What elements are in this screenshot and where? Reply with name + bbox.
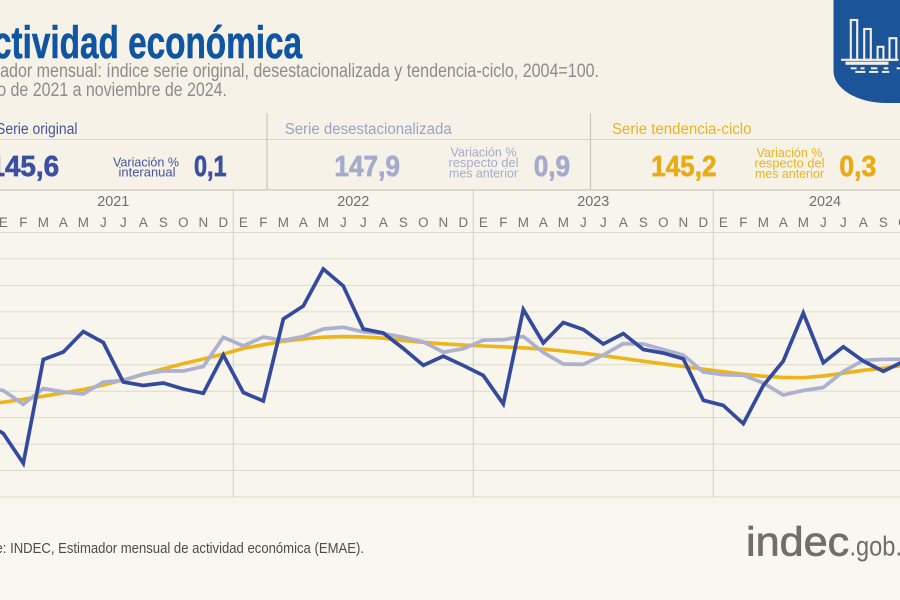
svg-text:Estimador mensual: índice seri: Estimador mensual: índice serie original…: [0, 61, 599, 82]
svg-text:145,6: 145,6: [0, 151, 59, 183]
svg-text:.gob.: .gob.: [850, 531, 900, 562]
svg-text:J: J: [100, 215, 107, 230]
svg-text:A: A: [59, 215, 68, 230]
svg-text:S: S: [879, 215, 888, 230]
svg-text:interanual: interanual: [119, 166, 176, 180]
svg-text:M: M: [78, 215, 89, 230]
svg-text:E: E: [0, 215, 8, 230]
svg-text:J: J: [360, 215, 367, 230]
svg-text:0,9: 0,9: [534, 151, 570, 183]
svg-text:O: O: [898, 215, 900, 230]
svg-text:2024: 2024: [809, 194, 841, 210]
svg-text:A: A: [779, 215, 788, 230]
svg-text:N: N: [198, 215, 208, 230]
svg-text:N: N: [678, 215, 688, 230]
svg-text:Serie original: Serie original: [0, 121, 78, 138]
svg-text:respecto del: respecto del: [449, 156, 519, 170]
svg-text:J: J: [840, 215, 847, 230]
svg-text:O: O: [418, 215, 428, 230]
svg-text:A: A: [859, 215, 868, 230]
svg-text:mes anterior: mes anterior: [755, 167, 824, 181]
svg-text:2023: 2023: [577, 194, 609, 210]
svg-text:E: E: [719, 215, 728, 230]
svg-text:F: F: [739, 215, 747, 230]
svg-text:J: J: [600, 215, 607, 230]
svg-text:J: J: [820, 215, 827, 230]
svg-text:S: S: [639, 215, 648, 230]
svg-text:J: J: [340, 215, 347, 230]
svg-text:indec: indec: [746, 519, 849, 565]
svg-text:Serie tendencia-ciclo: Serie tendencia-ciclo: [612, 121, 752, 138]
svg-text:Variación %: Variación %: [451, 145, 517, 159]
svg-text:O: O: [658, 215, 668, 230]
svg-text:A: A: [379, 215, 388, 230]
svg-text:2022: 2022: [337, 194, 369, 210]
svg-text:A: A: [139, 215, 148, 230]
svg-text:F: F: [259, 215, 267, 230]
svg-text:Actividad económica: Actividad económica: [0, 17, 303, 68]
svg-text:Serie desestacionalizada: Serie desestacionalizada: [285, 121, 452, 138]
svg-text:147,9: 147,9: [334, 151, 400, 183]
svg-text:A: A: [299, 215, 308, 230]
svg-text:D: D: [218, 215, 228, 230]
svg-text:2021: 2021: [97, 194, 129, 210]
svg-text:F: F: [499, 215, 507, 230]
svg-text:S: S: [399, 215, 408, 230]
svg-text:M: M: [318, 215, 329, 230]
svg-text:E: E: [479, 215, 488, 230]
svg-text:145,2: 145,2: [651, 151, 716, 183]
svg-text:A: A: [619, 215, 628, 230]
svg-text:S: S: [159, 215, 168, 230]
svg-text:O: O: [178, 215, 188, 230]
svg-text:respecto del: respecto del: [755, 156, 825, 170]
svg-text:Variación %: Variación %: [113, 155, 179, 169]
svg-text:M: M: [558, 215, 569, 230]
svg-text:M: M: [38, 215, 49, 230]
svg-text:M: M: [758, 215, 769, 230]
svg-text:M: M: [798, 215, 809, 230]
svg-text:F: F: [19, 215, 27, 230]
svg-text:Variación %: Variación %: [757, 146, 823, 160]
svg-text:Enero de 2021 a noviembre de 2: Enero de 2021 a noviembre de 2024.: [0, 80, 227, 101]
svg-text:M: M: [278, 215, 289, 230]
svg-text:0,1: 0,1: [194, 151, 227, 183]
svg-text:J: J: [120, 215, 127, 230]
svg-text:0,3: 0,3: [839, 151, 876, 183]
svg-text:D: D: [698, 215, 708, 230]
svg-text:Fuente: INDEC, Estimador mensu: Fuente: INDEC, Estimador mensual de acti…: [0, 541, 364, 557]
svg-text:A: A: [539, 215, 548, 230]
svg-text:D: D: [458, 215, 468, 230]
svg-text:N: N: [438, 215, 448, 230]
svg-text:mes anterior: mes anterior: [449, 167, 518, 181]
svg-text:E: E: [239, 215, 248, 230]
svg-text:M: M: [518, 215, 529, 230]
svg-text:J: J: [580, 215, 587, 230]
